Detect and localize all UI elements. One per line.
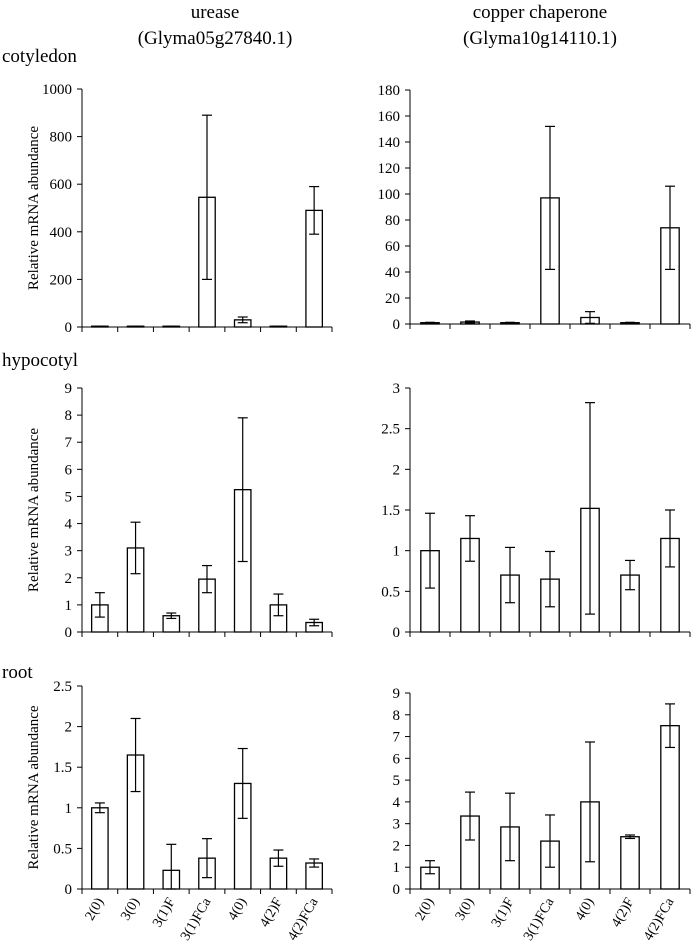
y-tick-label: 9 (393, 686, 401, 702)
y-tick-label: 4 (393, 795, 401, 811)
column-title-gene: urease (190, 2, 240, 23)
y-axis-label: Relative mRNA abundance (26, 705, 42, 869)
x-tick-label: 4(0) (226, 895, 251, 923)
y-tick-label: 4 (65, 517, 73, 533)
y-tick-label: 1.5 (53, 760, 72, 776)
y-axis-label: Relative mRNA abundance (26, 428, 42, 592)
x-tick-label: 4(2)FCa (641, 895, 678, 944)
y-tick-label: 5 (65, 489, 73, 505)
y-tick-label: 40 (385, 265, 400, 281)
row-label-root: root (2, 662, 33, 683)
y-tick-label: 2 (65, 720, 73, 736)
x-tick-label: 3(1)F (150, 895, 179, 930)
y-tick-label: 6 (65, 462, 73, 478)
column-title-id: (Glyma10g14110.1) (463, 28, 617, 49)
y-tick-label: 20 (385, 291, 400, 307)
y-tick-label: 200 (50, 272, 73, 288)
column-title-urease: urease (Glyma05g27840.1) (80, 0, 350, 52)
y-tick-label: 6 (393, 751, 401, 767)
y-tick-label: 0 (65, 882, 73, 898)
y-tick-label: 2 (393, 462, 401, 478)
y-tick-label: 0 (393, 625, 401, 641)
y-tick-label: 0 (65, 625, 73, 641)
y-tick-label: 7 (65, 435, 73, 451)
x-tick-label: 3(1)FCa (521, 895, 558, 944)
y-tick-label: 9 (65, 381, 73, 397)
bar (620, 836, 640, 890)
y-tick-label: 0.5 (53, 841, 72, 857)
y-tick-label: 60 (385, 239, 400, 255)
y-tick-label: 1 (393, 544, 401, 560)
x-tick-label: 2(0) (83, 895, 108, 923)
y-tick-label: 180 (378, 83, 401, 99)
y-tick-label: 2.5 (53, 679, 72, 695)
y-tick-label: 2.5 (381, 422, 400, 438)
y-tick-label: 120 (378, 161, 401, 177)
y-tick-label: 3 (393, 817, 401, 833)
y-tick-label: 600 (50, 177, 73, 193)
y-axis-label: Relative mRNA abundance (26, 126, 42, 290)
y-tick-label: 2 (393, 838, 401, 854)
column-title-id: (Glyma05g27840.1) (137, 28, 293, 49)
y-tick-label: 3 (65, 544, 73, 560)
y-tick-label: 400 (50, 225, 73, 241)
bar (660, 725, 680, 890)
y-tick-label: 100 (378, 187, 401, 203)
y-tick-label: 1000 (42, 82, 72, 98)
y-tick-label: 5 (393, 773, 401, 789)
y-tick-label: 1 (393, 860, 401, 876)
x-tick-label: 2(0) (413, 895, 438, 923)
y-tick-label: 1.5 (381, 503, 400, 519)
y-tick-label: 0 (393, 317, 401, 333)
x-tick-label: 4(2)F (609, 895, 638, 930)
y-tick-label: 0 (65, 320, 73, 336)
x-tick-label: 4(0) (573, 895, 598, 923)
y-tick-label: 140 (378, 135, 401, 151)
bar (90, 807, 109, 890)
x-tick-label: 3(0) (453, 895, 478, 923)
y-tick-label: 0 (393, 882, 401, 898)
y-tick-label: 1 (65, 801, 73, 817)
y-tick-label: 7 (393, 730, 401, 746)
y-tick-label: 3 (393, 381, 401, 397)
row-label-cotyledon: cotyledon (2, 46, 77, 67)
column-title-gene: copper chaperone (472, 2, 608, 23)
y-tick-label: 2 (65, 571, 73, 587)
x-tick-label: 4(2)FCa (285, 895, 322, 944)
x-tick-label: 3(1)FCa (178, 895, 215, 944)
row-label-hypocotyl: hypocotyl (2, 350, 78, 371)
y-tick-label: 80 (385, 213, 400, 229)
y-tick-label: 1 (65, 598, 73, 614)
x-tick-label: 3(0) (118, 895, 143, 923)
y-tick-label: 8 (393, 708, 401, 724)
y-tick-label: 8 (65, 408, 73, 424)
column-title-copper-chaperone: copper chaperone (Glyma10g14110.1) (400, 0, 680, 52)
y-tick-label: 0.5 (381, 584, 400, 600)
x-tick-label: 4(2)F (257, 895, 286, 930)
y-tick-label: 160 (378, 109, 401, 125)
y-tick-label: 800 (50, 130, 73, 146)
x-tick-label: 3(1)F (489, 895, 518, 930)
